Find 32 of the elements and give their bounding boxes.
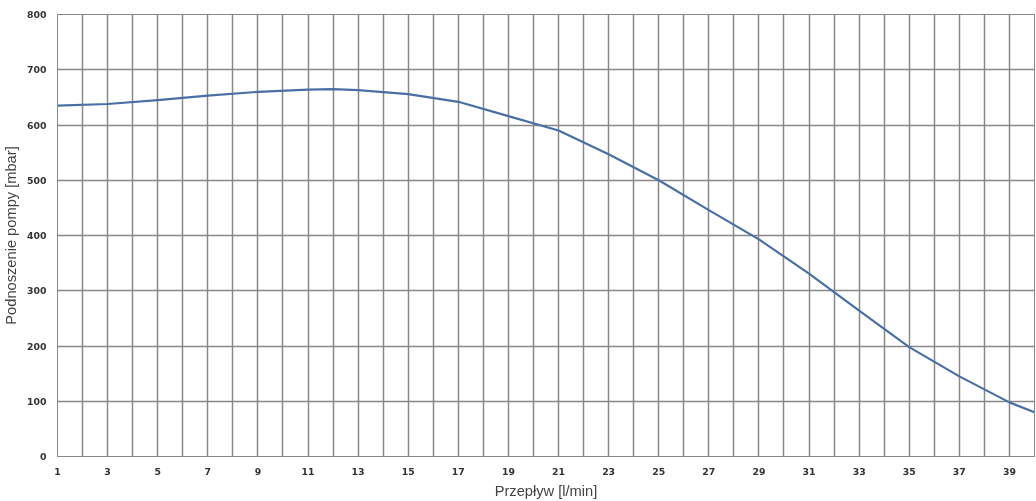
y-tick-label: 500 xyxy=(27,174,48,186)
x-tick-label: 15 xyxy=(401,465,415,477)
x-tick-label: 27 xyxy=(702,465,716,477)
y-tick-label: 100 xyxy=(27,395,48,407)
x-tick-label: 33 xyxy=(852,465,866,477)
line-series xyxy=(57,87,1035,414)
y-tick-label: 300 xyxy=(27,285,48,297)
x-tick-label: 37 xyxy=(952,465,966,477)
y-axis-title: Podnoszenie pompy [mbar] xyxy=(3,146,20,325)
x-tick-label: 21 xyxy=(552,465,566,477)
x-tick-label: 17 xyxy=(451,465,465,477)
y-tick-label: 0 xyxy=(40,451,48,462)
x-tick-label: 19 xyxy=(501,465,515,477)
x-tick-label: 5 xyxy=(154,465,161,477)
y-tick-label: 400 xyxy=(27,230,48,241)
x-tick-label: 3 xyxy=(104,465,111,477)
x-tick-label: 1 xyxy=(54,465,61,477)
x-tick-label: 25 xyxy=(652,465,666,477)
x-tick-label: 29 xyxy=(752,465,766,477)
x-tick-label: 13 xyxy=(351,465,365,477)
x-tick-label: 7 xyxy=(204,465,212,477)
y-tick-label: 700 xyxy=(27,64,48,76)
x-axis-title: Przepływ [l/min] xyxy=(494,482,598,499)
y-tick-label: 600 xyxy=(27,119,48,131)
x-tick-label: 23 xyxy=(602,465,616,477)
y-tick-label: 200 xyxy=(27,340,48,352)
x-tick-label: 31 xyxy=(802,465,816,477)
x-tick-label: 9 xyxy=(254,465,262,477)
x-tick-label: 35 xyxy=(902,465,916,477)
x-tick-label: 11 xyxy=(301,465,315,477)
y-tick-label: 800 xyxy=(27,9,48,20)
x-tick-label: 39 xyxy=(1002,465,1016,477)
